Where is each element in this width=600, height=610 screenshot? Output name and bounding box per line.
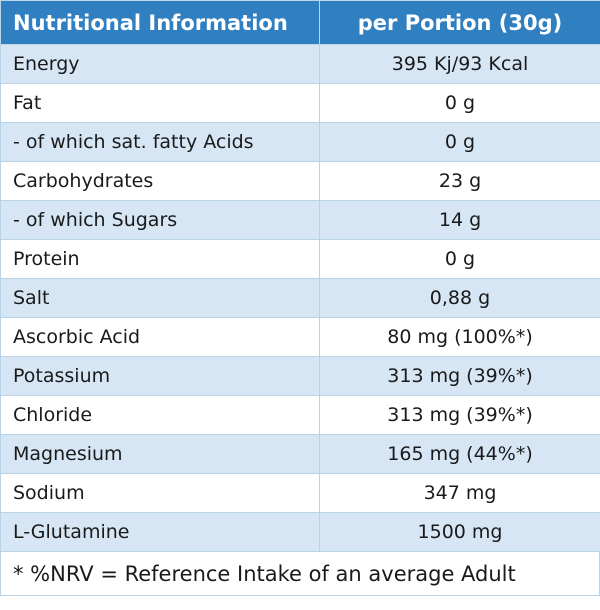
nutrient-value: 395 Kj/93 Kcal: [319, 44, 600, 84]
table-row: - of which Sugars 14 g: [0, 200, 600, 240]
nutrient-name: Sodium: [0, 473, 320, 513]
nutrient-name: - of which sat. fatty Acids: [0, 122, 320, 162]
nutrient-name: Protein: [0, 239, 320, 279]
nutrient-value: 0 g: [319, 239, 600, 279]
header-nutritional-information: Nutritional Information: [0, 0, 320, 45]
nutrient-name: - of which Sugars: [0, 200, 320, 240]
table-row: Protein 0 g: [0, 239, 600, 279]
nutrient-name: L-Glutamine: [0, 512, 320, 552]
nutrient-value: 23 g: [319, 161, 600, 201]
nutrient-value: 347 mg: [319, 473, 600, 513]
nutrient-name: Salt: [0, 278, 320, 318]
nutrient-value: 80 mg (100%*): [319, 317, 600, 357]
nutrient-value: 165 mg (44%*): [319, 434, 600, 474]
nutrient-value: 0,88 g: [319, 278, 600, 318]
nutrient-name: Energy: [0, 44, 320, 84]
table-row: Sodium 347 mg: [0, 473, 600, 513]
nutrient-value: 1500 mg: [319, 512, 600, 552]
table-row: Salt 0,88 g: [0, 278, 600, 318]
nutrient-value: 14 g: [319, 200, 600, 240]
table-row: Fat 0 g: [0, 83, 600, 123]
table-row: Carbohydrates 23 g: [0, 161, 600, 201]
nutrition-rows: Energy 395 Kj/93 Kcal Fat 0 g - of which sa…: [0, 44, 600, 552]
table-header-row: Nutritional Information per Portion (30g…: [0, 0, 600, 45]
nutrition-table: Nutritional Information per Portion (30g…: [0, 0, 600, 552]
table-row: Energy 395 Kj/93 Kcal: [0, 44, 600, 84]
table-row: Chloride 313 mg (39%*): [0, 395, 600, 435]
nutrient-name: Ascorbic Acid: [0, 317, 320, 357]
nutrient-value: 313 mg (39%*): [319, 395, 600, 435]
nutrient-name: Magnesium: [0, 434, 320, 474]
table-row: - of which sat. fatty Acids 0 g: [0, 122, 600, 162]
nutrient-value: 0 g: [319, 122, 600, 162]
nutrient-value: 313 mg (39%*): [319, 356, 600, 396]
nutrient-name: Carbohydrates: [0, 161, 320, 201]
nrv-footnote: * %NRV = Reference Intake of an average …: [0, 552, 600, 596]
header-per-portion: per Portion (30g): [319, 0, 600, 45]
nutrient-value: 0 g: [319, 83, 600, 123]
nutrient-name: Chloride: [0, 395, 320, 435]
table-row: Ascorbic Acid 80 mg (100%*): [0, 317, 600, 357]
table-row: Magnesium 165 mg (44%*): [0, 434, 600, 474]
nutrient-name: Fat: [0, 83, 320, 123]
table-row: L-Glutamine 1500 mg: [0, 512, 600, 552]
nutrient-name: Potassium: [0, 356, 320, 396]
table-row: Potassium 313 mg (39%*): [0, 356, 600, 396]
